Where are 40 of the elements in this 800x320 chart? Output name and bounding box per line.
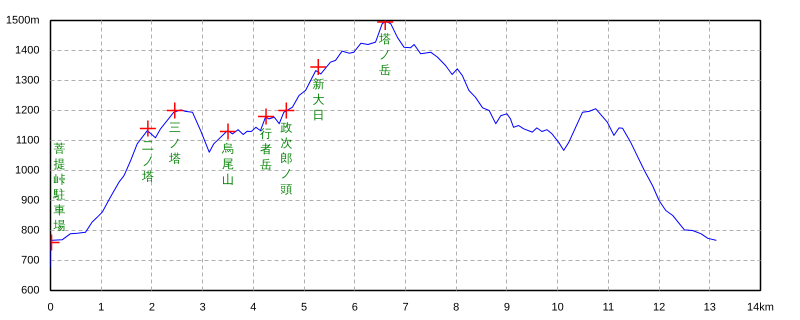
point: [278, 102, 296, 120]
point: [166, 102, 184, 120]
y-tick-label: 600: [21, 284, 40, 296]
annotation: 政次郎ノ頭: [280, 120, 292, 196]
x-tick-label: 3: [200, 302, 206, 314]
annotation: 新大日: [312, 77, 324, 122]
x-tick-label: 13: [704, 302, 716, 314]
x-tick-label: 9: [504, 302, 510, 314]
x-tick-label: 14km: [747, 302, 774, 314]
y-tick-label: 1200: [15, 104, 40, 116]
x-tick-label: 6: [352, 302, 358, 314]
annotation: 三ノ塔: [168, 120, 181, 166]
point: [257, 108, 275, 126]
y-tick-label: 900: [21, 194, 40, 206]
x-tick-label: 12: [652, 302, 666, 314]
line-series: [50, 20, 717, 268]
x-tick-label: 10: [552, 302, 564, 314]
y-tick-label: 1400: [15, 44, 40, 56]
x-tick-label: 8: [453, 302, 460, 314]
point: [310, 58, 328, 76]
x-tick-label: 0: [47, 302, 54, 314]
annotation: 菩提峠駐車場: [52, 142, 66, 232]
x-tick-label: 7: [402, 302, 409, 314]
point: [139, 120, 157, 138]
annotation: 塔ノ岳: [378, 32, 392, 77]
y-tick-label: 800: [21, 224, 40, 236]
y-tick-label: 1500m: [6, 14, 40, 26]
y-tick-label: 1000: [15, 164, 40, 176]
annotation: 烏尾山: [221, 142, 234, 186]
point: [219, 122, 237, 140]
annotation: 行者岳: [260, 126, 272, 172]
x-tick-label: 4: [250, 302, 256, 314]
x-tick-label: 5: [301, 302, 308, 314]
y-tick-label: 700: [21, 254, 40, 266]
y-tick-label: 1100: [16, 134, 40, 146]
x-tick-label: 2: [148, 302, 155, 314]
annotation: 二ノ塔: [140, 138, 154, 184]
x-tick-label: 11: [602, 302, 614, 314]
x-tick-label: 1: [98, 302, 104, 314]
y-tick-label: 1300: [15, 74, 40, 86]
